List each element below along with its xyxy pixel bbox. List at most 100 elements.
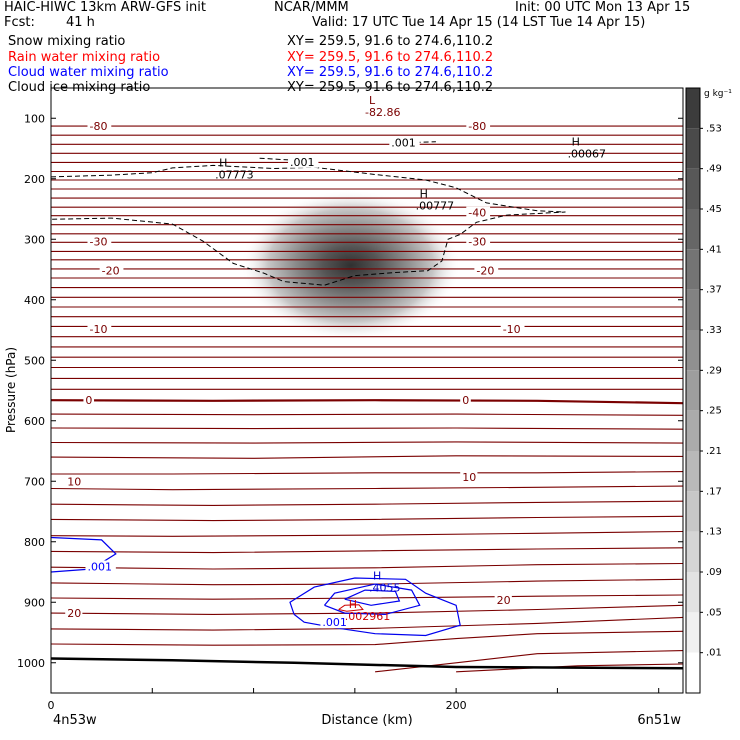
y-axis-label: Pressure (hPa) (4, 347, 18, 433)
isotherm-line (51, 562, 683, 570)
contour-label: .001 (290, 156, 315, 169)
isotherm-label: -20 (476, 265, 494, 278)
colorbar-band (686, 652, 700, 693)
colorbar-band (686, 249, 700, 290)
y-tick-label: 700 (24, 475, 45, 488)
valid-time: Valid: 17 UTC Tue 14 Apr 15 (14 LST Tue … (312, 15, 646, 30)
isotherm-line (51, 630, 683, 646)
cloud-ice-contour (259, 157, 291, 161)
field-xy-snow: XY= 259.5, 91.6 to 274.6,110.2 (287, 34, 494, 49)
isotherm-label-bg (87, 322, 112, 335)
cloud-water-contour (51, 536, 117, 573)
isotherm-line (51, 578, 683, 586)
colorbar-label: .49 (706, 164, 722, 175)
isotherm-label-bg (87, 235, 112, 248)
isotherm-line (51, 471, 683, 475)
contour-label-bg (288, 155, 319, 168)
isotherm-line (51, 455, 683, 459)
colorbar-label: .33 (706, 325, 722, 336)
isotherm-line (51, 427, 683, 430)
isotherm-line (375, 650, 683, 673)
field-name-rain: Rain water mixing ratio (8, 50, 161, 65)
isotherm-label: -10 (503, 323, 521, 336)
isotherm-label-bg (99, 264, 124, 277)
colorbar-band (686, 88, 700, 129)
extremum-mark: H (219, 156, 227, 169)
extremum-mark: H (349, 598, 357, 611)
model-title: HAIC-HIWC 13km ARW-GFS init (4, 0, 206, 15)
field-name-cloudwater: Cloud water mixing ratio (8, 65, 169, 80)
colorbar-band (686, 612, 700, 653)
rain-water-contour (338, 604, 364, 612)
cloud-water-contour (324, 583, 421, 616)
isotherm-label-bg (65, 475, 83, 488)
y-tick-label: 900 (24, 596, 45, 609)
colorbar-label: .09 (706, 567, 722, 578)
y-tick-label: 200 (24, 173, 45, 186)
y-tick-label: 1000 (17, 657, 45, 670)
isotherm-line (51, 500, 683, 506)
isotherm-label-bg (500, 322, 525, 335)
contour-label-bg (85, 560, 116, 573)
x-endpoint-right: 6n51w (637, 713, 681, 728)
isotherm-label-bg (83, 394, 95, 407)
isotherm-line (51, 485, 683, 491)
isotherm-label: -80 (89, 120, 107, 133)
field-name-snow: Snow mixing ratio (8, 34, 126, 49)
isotherm-label: -80 (468, 120, 486, 133)
isotherm-zero-line (51, 399, 683, 405)
y-tick-label: 300 (24, 233, 45, 246)
isotherm-label-bg (87, 120, 112, 133)
colorbar-band (686, 209, 700, 250)
isotherm-label: 10 (67, 475, 81, 488)
isotherm-label: 20 (67, 607, 81, 620)
colorbar-band (686, 572, 700, 613)
snow-mixing-ratio-shading (240, 190, 461, 341)
isotherm-label-bg (460, 471, 478, 484)
colorbar-label: .25 (706, 406, 722, 417)
colorbar-unit: g kg⁻¹ (704, 89, 732, 99)
colorbar-band (686, 451, 700, 492)
extremum-mark: H (373, 570, 381, 583)
colorbar-frame (685, 87, 701, 694)
init-time: Init: 00 UTC Mon 13 Apr 15 (515, 0, 691, 15)
extremum-mark: H (420, 187, 428, 200)
colorbar-band (686, 289, 700, 330)
isotherm-line (51, 594, 683, 600)
colorbar-label: .45 (706, 204, 722, 215)
contour-label: .001 (391, 136, 416, 149)
y-tick-label: 800 (24, 536, 45, 549)
colorbar-label: .37 (706, 285, 722, 296)
colorbar-label: .13 (706, 527, 722, 538)
colorbar-label: .17 (706, 486, 722, 497)
isotherm-line (51, 530, 683, 537)
isotherm-label: 10 (462, 471, 476, 484)
cloud-water-contour (344, 589, 401, 606)
y-tick-label: 400 (24, 294, 45, 307)
isotherm-label: 0 (462, 394, 469, 407)
colorbar-band (686, 330, 700, 371)
isotherm-label: 20 (497, 594, 511, 607)
isotherm-line (51, 413, 683, 416)
isotherm-label-bg (466, 120, 491, 133)
colorbar-label: .05 (706, 607, 722, 618)
y-tick-label: 500 (24, 354, 45, 367)
contour-label-bg (389, 136, 420, 149)
colorbar-band (686, 531, 700, 572)
isotherm-label-bg (65, 607, 83, 620)
x-tick-label: 0 (48, 699, 55, 712)
fcst-value: 41 h (66, 15, 95, 30)
colorbar-label: .01 (706, 648, 722, 659)
isotherm-label: -40 (468, 207, 486, 220)
colorbar-band (686, 410, 700, 451)
isotherm-line (51, 604, 683, 615)
terrain-line (51, 657, 683, 670)
colorbar-label: .29 (706, 365, 722, 376)
isotherm-line (51, 441, 683, 444)
isotherm-label: 0 (85, 394, 92, 407)
colorbar-label: .41 (706, 244, 722, 255)
isotherm-label: -30 (89, 236, 107, 249)
extremum-value: .4055 (369, 582, 401, 595)
colorbar-band (686, 370, 700, 411)
